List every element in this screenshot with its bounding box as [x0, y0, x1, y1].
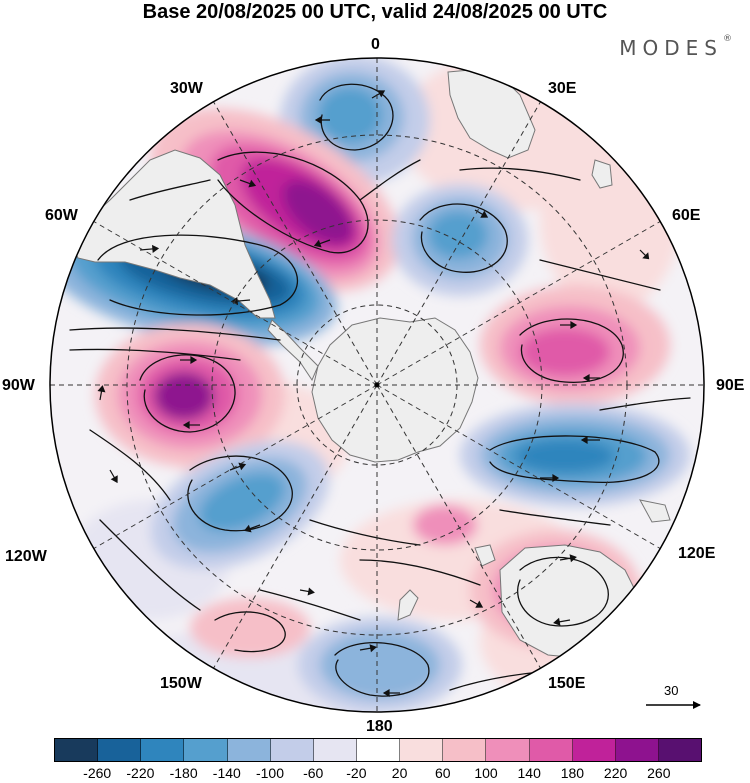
colorbar-segment	[658, 739, 702, 761]
colorbar-segment	[313, 739, 357, 761]
polar-map	[49, 57, 705, 713]
colorbar-ticks: -260 -220 -180 -140 -100 -60 -20 20 60 100 140 180 2…	[54, 765, 702, 783]
lon-label-150e: 150E	[548, 675, 586, 692]
brand-name: MODES	[619, 36, 723, 60]
lon-label-30e: 30E	[548, 80, 577, 97]
colorbar-tick-label: 180	[560, 765, 585, 781]
map-title: Base 20/08/2025 00 UTC, valid 24/08/2025…	[142, 1, 608, 23]
reference-vector-arrow	[646, 701, 701, 709]
colorbar-segment	[400, 739, 444, 761]
indonesia-outline	[639, 499, 671, 523]
lon-label-30w: 30W	[170, 80, 203, 97]
colorbar-segment	[227, 739, 271, 761]
wind-field	[69, 83, 691, 697]
colorbar-tick-label: -140	[212, 765, 241, 781]
colorbar-segment	[356, 739, 401, 761]
antarctic-peninsula-outline	[267, 319, 319, 382]
new-zealand-outline	[397, 589, 419, 621]
brand-logo: MODES®	[619, 34, 732, 60]
colorbar-segment	[270, 739, 314, 761]
colorbar-tick-label: 20	[391, 765, 408, 781]
brand-mark: ®	[723, 34, 732, 44]
colorbar-segment	[443, 739, 487, 761]
lon-label-150w: 150W	[160, 675, 202, 692]
lon-label-120w: 120W	[5, 548, 47, 565]
lon-label-0: 0	[371, 36, 380, 53]
colorbar-tick-label: 60	[435, 765, 451, 781]
colorbar-tick-label: -20	[346, 765, 367, 781]
colorbar-tick-label: -60	[303, 765, 324, 781]
colorbar-segment	[98, 739, 142, 761]
colorbar-segment	[572, 739, 616, 761]
colorbar-tick-label: 100	[474, 765, 498, 781]
colorbar-tick-label: 220	[603, 765, 628, 781]
lon-label-60e: 60E	[672, 207, 701, 224]
map-boundary	[49, 57, 705, 713]
colorbar-tick-label: -100	[255, 765, 285, 781]
colorbar-segment	[615, 739, 659, 761]
south-pole-marker	[374, 382, 380, 388]
colorbar-segment	[55, 739, 99, 761]
colorbar-tick-label: 140	[517, 765, 541, 781]
lon-label-60w: 60W	[45, 207, 78, 224]
madagascar-outline	[591, 159, 613, 189]
colorbar-segment	[529, 739, 573, 761]
lon-label-90e: 90E	[716, 377, 745, 394]
colorbar-tick-label: -220	[126, 765, 155, 781]
tasmania-outline	[474, 544, 496, 567]
colorbar	[54, 738, 702, 762]
anomaly-field	[50, 58, 700, 712]
lon-label-90w: 90W	[2, 377, 35, 394]
colorbar-tick-label: 260	[647, 765, 671, 781]
colorbar-segment	[184, 739, 228, 761]
colorbar-tick-label: -180	[169, 765, 198, 781]
colorbar-tick-label: -260	[83, 765, 112, 781]
colorbar-segment	[486, 739, 530, 761]
lon-label-120e: 120E	[678, 545, 716, 562]
lon-label-180: 180	[366, 718, 393, 735]
reference-vector-label: 30	[664, 683, 679, 698]
colorbar-segment	[141, 739, 185, 761]
